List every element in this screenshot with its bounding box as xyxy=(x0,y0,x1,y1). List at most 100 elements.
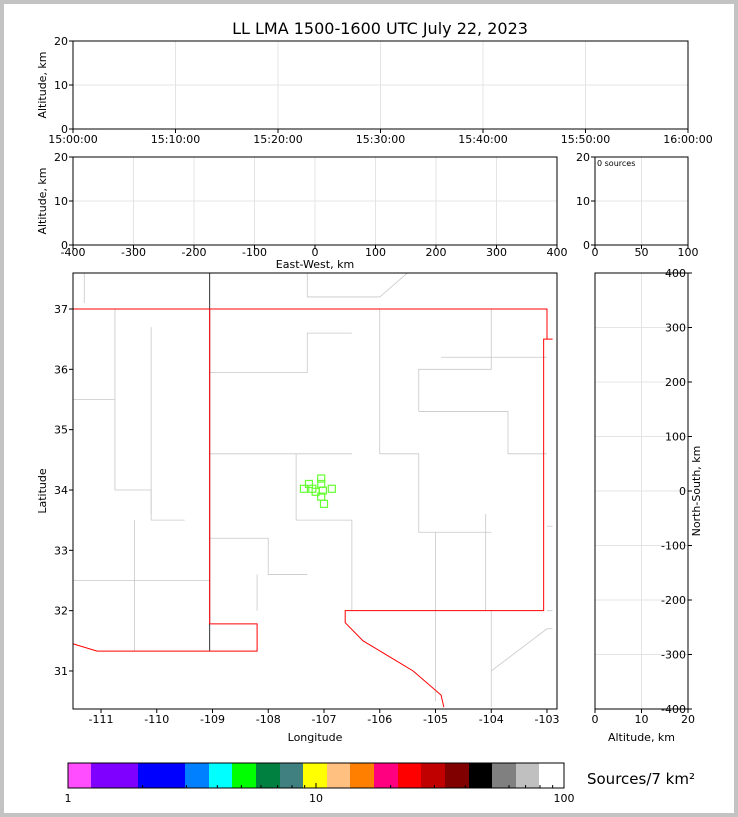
x-tick-label: 15:20:00 xyxy=(253,133,302,146)
x-tick-label: 20 xyxy=(681,713,695,726)
source-point xyxy=(299,484,309,493)
x-tick-label: -100 xyxy=(242,246,267,259)
x-axis-label: Longitude xyxy=(288,731,343,744)
x-tick-label: 100 xyxy=(365,246,386,259)
y-tick-label: -200 xyxy=(661,594,686,607)
y-tick-label: 10 xyxy=(576,195,590,208)
y-tick-label: 0 xyxy=(679,485,686,498)
colorbar-segment xyxy=(398,763,421,788)
source-point xyxy=(317,474,326,483)
x-tick-label: -107 xyxy=(312,713,337,726)
x-tick-label: -109 xyxy=(200,713,225,726)
county-line xyxy=(209,537,308,575)
colorbar-segment xyxy=(327,763,350,788)
x-tick-label: 0 xyxy=(592,713,599,726)
y-tick-label: 100 xyxy=(665,431,686,444)
y-axis-label: Latitude xyxy=(36,468,49,514)
county-line xyxy=(491,628,548,672)
y-tick-label: 20 xyxy=(576,151,590,164)
x-tick-label: -200 xyxy=(182,246,207,259)
y-tick-label: 20 xyxy=(54,35,68,48)
y-axis-label: North-South, km xyxy=(690,446,703,537)
source-point xyxy=(327,484,336,493)
x-tick-label: 0 xyxy=(592,246,599,259)
y-tick-label: 0 xyxy=(583,239,590,252)
colorbar-segment xyxy=(91,763,138,788)
colorbar-segment xyxy=(68,763,91,788)
sources-annotation: 0 sources xyxy=(597,159,635,168)
x-tick-label: 15:30:00 xyxy=(356,133,405,146)
y-tick-label: 34 xyxy=(54,484,68,497)
county-line xyxy=(209,332,352,373)
county-line xyxy=(295,453,353,611)
colorbar-segment xyxy=(209,763,232,788)
histogram-panel: 0 50 100 0 10 20 xyxy=(576,151,699,259)
y-tick-label: 10 xyxy=(54,195,68,208)
north-south-panel: 0 10 20-400 -300 -200 -100 0 100 200 300 400 Altitu… xyxy=(592,267,704,744)
x-axis-label: Altitude, km xyxy=(608,731,675,744)
colorbar-segment xyxy=(138,763,185,788)
y-tick-label: -400 xyxy=(661,703,686,716)
x-tick-label: -111 xyxy=(89,713,114,726)
colorbar-tick-label: 1 xyxy=(65,792,72,805)
colorbar-segment xyxy=(469,763,492,788)
colorbar-segment xyxy=(280,763,303,788)
y-tick-label: -100 xyxy=(661,540,686,553)
colorbar-segment xyxy=(303,763,327,788)
y-tick-label: -300 xyxy=(661,649,686,662)
x-tick-label: 15:10:00 xyxy=(151,133,200,146)
x-tick-label: -400 xyxy=(61,246,86,259)
chart-title: LL LMA 1500-1600 UTC July 22, 2023 xyxy=(232,19,528,38)
y-tick-label: 400 xyxy=(665,267,686,280)
colorbar-segment xyxy=(185,763,209,788)
x-tick-label: 15:00:00 xyxy=(48,133,97,146)
colorbar-segment xyxy=(256,763,280,788)
y-tick-label: 0 xyxy=(61,123,68,136)
colorbar-segment xyxy=(421,763,445,788)
colorbar-segment xyxy=(374,763,398,788)
y-tick-label: 33 xyxy=(54,544,68,557)
colorbar-segment xyxy=(350,763,374,788)
plan-view-panel: -111 -110 -109 -108 -107 -106 -105 -104 -103 31 32… xyxy=(36,272,560,744)
county-line xyxy=(306,273,408,298)
x-tick-label: 16:00:00 xyxy=(663,133,712,146)
x-tick-label: 15:40:00 xyxy=(458,133,507,146)
y-tick-label: 36 xyxy=(54,363,68,376)
colorbar-tick-label: 10 xyxy=(309,792,323,805)
source-point xyxy=(318,486,327,495)
axes-frame xyxy=(72,272,558,710)
county-line xyxy=(379,309,492,533)
colorbar-label: Sources/7 km² xyxy=(587,770,695,788)
x-tick-label: -105 xyxy=(423,713,448,726)
county-line xyxy=(418,309,492,412)
county-line xyxy=(418,411,547,455)
x-tick-label: -106 xyxy=(367,713,392,726)
y-axis-label: Altitude, km xyxy=(36,51,49,118)
x-tick-label: 0 xyxy=(312,246,319,259)
source-point xyxy=(319,499,329,508)
y-tick-label: 35 xyxy=(54,424,68,437)
colorbar: 1 10 100 xyxy=(65,762,575,805)
colorbar-segment xyxy=(539,763,564,788)
x-tick-label: -103 xyxy=(535,713,560,726)
colorbar-segment xyxy=(516,763,539,788)
x-tick-label: 10 xyxy=(635,713,649,726)
y-tick-label: 300 xyxy=(665,322,686,335)
y-tick-label: 37 xyxy=(54,303,68,316)
east-west-panel: -400 -300 -200 -100 0 100 200 300 400 0 10 20 East-W… xyxy=(36,151,568,271)
colorbar-segment xyxy=(492,763,516,788)
x-tick-label: 300 xyxy=(486,246,507,259)
colorbar-tick-label: 100 xyxy=(554,792,575,805)
x-tick-label: 50 xyxy=(635,246,649,259)
international-border xyxy=(73,309,258,652)
county-line xyxy=(114,309,185,521)
colorbar-segment xyxy=(445,763,469,788)
map-layer xyxy=(73,273,553,708)
colorbar-segment xyxy=(232,763,256,788)
x-tick-label: -108 xyxy=(256,713,281,726)
y-tick-label: 0 xyxy=(61,239,68,252)
x-tick-label: 100 xyxy=(678,246,699,259)
state-border-nm xyxy=(73,308,553,708)
